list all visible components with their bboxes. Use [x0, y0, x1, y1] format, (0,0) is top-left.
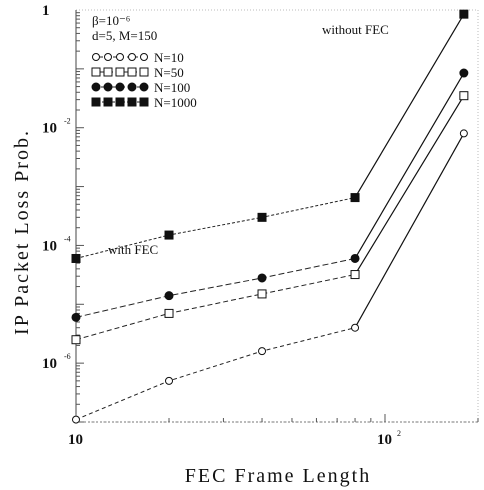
series-line-jump: [354, 72, 465, 259]
data-point: [257, 273, 267, 283]
data-point: [164, 308, 174, 318]
y-tick-label-base: 1: [42, 3, 50, 19]
legend-marker: [103, 97, 113, 107]
legend-marker: [104, 53, 112, 61]
y-axis-title: IP Packet Loss Prob.: [11, 129, 33, 335]
y-tick-label-3: 10 -6: [42, 352, 71, 372]
legend-label: N=1000: [154, 95, 197, 110]
legend-label: N=10: [154, 50, 184, 65]
data-point: [350, 253, 360, 263]
axis-ticks: 1 10 -2 10 -4 10 -6 10 10 2: [42, 3, 479, 448]
legend-header-beta: β=10⁻⁶: [92, 13, 130, 28]
legend-marker: [140, 53, 148, 61]
data-point: [71, 312, 81, 322]
data-point: [459, 91, 469, 101]
legend-marker: [115, 67, 125, 77]
data-point: [257, 212, 267, 222]
legend-marker: [91, 82, 101, 92]
legend-label: N=50: [154, 65, 184, 80]
series-n-10: [72, 129, 468, 424]
data-point: [165, 376, 174, 385]
y-tick-label-exp: -2: [64, 117, 71, 126]
series-line: [75, 257, 356, 318]
data-point: [72, 415, 80, 424]
plot-frame: [75, 9, 479, 423]
series-n-50: [71, 91, 469, 345]
series-line: [75, 274, 356, 341]
data-point: [164, 291, 174, 301]
y-tick-label-base: 10: [42, 238, 57, 254]
data-point: [257, 289, 267, 299]
data-point: [71, 253, 81, 263]
y-tick-label-2: 10 -4: [42, 234, 71, 254]
legend-marker: [91, 97, 101, 107]
y-tick-label-exp: -6: [64, 352, 71, 361]
data-point: [164, 230, 174, 240]
y-tick-label-exp: -4: [64, 234, 71, 243]
legend-marker: [127, 67, 137, 77]
data-point: [459, 9, 469, 19]
x-tick-label-1: 10 2: [377, 429, 401, 448]
legend-header-params: d=5, M=150: [92, 28, 157, 43]
x-tick-label-base: 10: [68, 432, 83, 448]
data-point: [351, 323, 360, 332]
legend-entry-n-100: N=100: [91, 80, 190, 95]
legend-entry-n-50: N=50: [91, 65, 184, 80]
legend-marker: [139, 97, 149, 107]
data-point: [71, 335, 81, 345]
y-tick-label-0: 1: [42, 3, 50, 19]
data-point: [459, 68, 469, 78]
legend-marker: [127, 82, 137, 92]
legend-marker: [115, 97, 125, 107]
data-point: [258, 347, 267, 356]
legend-marker: [139, 82, 149, 92]
x-tick-label-base: 10: [377, 432, 392, 448]
legend-entry-n-1000: N=1000: [91, 95, 197, 110]
legend-marker: [128, 53, 136, 61]
series-line-jump: [354, 133, 465, 329]
legend-marker: [116, 53, 124, 61]
y-tick-label-base: 10: [42, 121, 57, 137]
series-layer: [71, 9, 469, 424]
y-tick-label-base: 10: [42, 356, 57, 372]
series-n-100: [71, 68, 469, 322]
annotation-without-fec: without FEC: [322, 22, 389, 37]
series-n-1000: [71, 9, 469, 263]
series-line-jump: [354, 95, 465, 275]
data-point: [350, 270, 360, 280]
legend-label: N=100: [154, 80, 190, 95]
legend-marker: [115, 82, 125, 92]
x-tick-label-exp: 2: [397, 429, 401, 438]
legend-marker: [92, 53, 100, 61]
series-line: [75, 327, 356, 421]
legend-marker: [139, 67, 149, 77]
x-axis-title: FEC Frame Length: [185, 465, 371, 487]
data-point: [459, 129, 468, 138]
legend-marker: [103, 67, 113, 77]
legend-entry-n-10: N=10: [92, 50, 184, 65]
legend-marker: [127, 97, 137, 107]
x-tick-label-0: 10: [68, 432, 83, 448]
legend-marker: [91, 67, 101, 77]
annotation-with-fec: with FEC: [108, 242, 158, 257]
data-point: [350, 193, 360, 203]
series-line-jump: [354, 13, 465, 198]
series-line: [75, 197, 356, 259]
y-tick-label-1: 10 -2: [42, 117, 71, 137]
legend-marker: [103, 82, 113, 92]
